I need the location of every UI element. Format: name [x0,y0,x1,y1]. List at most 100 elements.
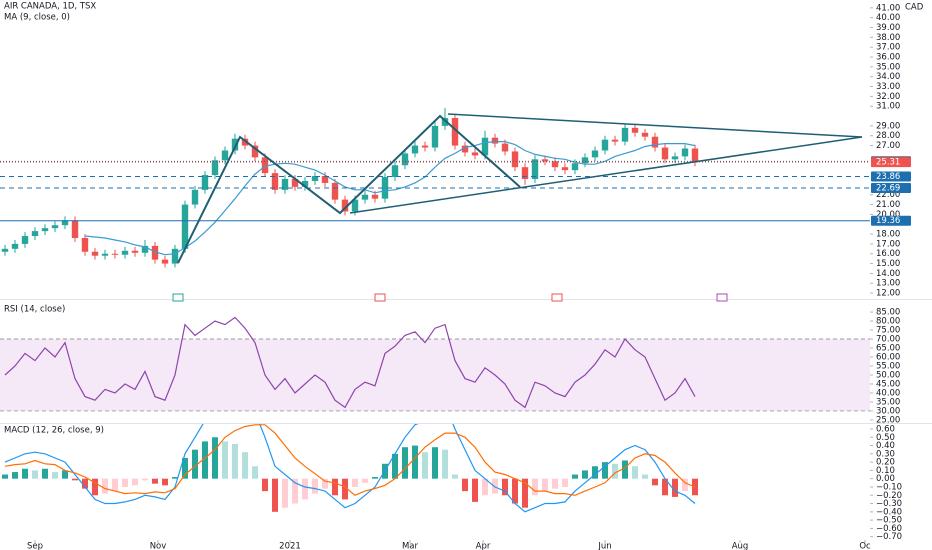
candle-body [21,236,29,244]
candle-body [271,173,279,190]
candle-body [161,259,169,264]
candle-body [431,125,439,148]
macd-histogram-bar [122,478,128,487]
macd-histogram-bar [102,478,108,494]
macd-histogram-bar [632,466,638,479]
candle-body [151,245,159,260]
triangle-lower [349,136,863,214]
macd-histogram-bar [452,474,458,479]
macd-histogram-bar [192,449,198,479]
y-tick-label: 39.00 [876,23,900,33]
event-marker[interactable] [172,293,184,302]
candle-body [581,157,589,164]
y-tick-label: 0.40 [876,441,895,451]
y-tick-label: 40.00 [876,388,900,398]
y-tick-label: −0.70 [876,532,902,542]
y-tick-label: 30.00 [876,406,900,416]
y-tick-label: 16.00 [876,249,900,259]
candle-body [191,189,199,205]
y-tick-label: −0.30 [876,499,902,509]
indicator-legend: MA (9, close, 0) [4,13,70,23]
macd-histogram-bar [272,478,278,512]
y-tick-label: 75.00 [876,326,900,336]
pane [2,424,698,513]
macd-histogram-bar [182,457,188,479]
candle-body [461,145,469,153]
x-tick-label: 2021 [279,542,301,550]
macd-histogram-bar [332,478,338,496]
event-marker[interactable] [374,293,386,302]
y-tick-label: 17.00 [876,239,900,249]
pane [0,316,870,412]
candle-body [381,177,389,199]
candle-body [631,127,639,133]
candle-body [591,150,599,158]
macd-histogram-bar [392,453,398,479]
candle-body [411,145,419,154]
y-tick-label: 0.60 [876,424,895,434]
currency-label: CAD [905,3,924,13]
macd-histogram-bar [32,470,38,479]
y-tick-label: 25.00 [876,415,900,425]
y-tick-label: 13.00 [876,279,900,289]
candle-body [651,136,659,148]
macd-histogram-bar [232,443,238,479]
candle-body [141,245,149,253]
macd-histogram-bar [322,478,328,489]
price-label-bg [871,157,911,168]
macd-histogram-bar [612,463,618,479]
rsi-band [0,339,870,411]
macd-histogram-bar [602,462,608,479]
y-tick-label: 36.00 [876,53,900,63]
macd-histogram-bar [2,474,8,479]
y-tick-label: 0.50 [876,433,895,443]
y-tick-label: 0.20 [876,458,895,468]
indicator-line [4,424,696,496]
x-tick-label: Aug [732,542,749,550]
macd-histogram-bar [82,478,88,489]
macd-title: MACD (12, 26, close, 9) [4,426,104,436]
candle-body [121,250,129,255]
y-tick-label: 31.00 [876,102,900,112]
macd-histogram-bar [592,466,598,479]
macd-histogram-bar [432,447,438,479]
macd-histogram-bar [642,474,648,479]
macd-histogram-bar [422,452,428,479]
candle-body [291,178,299,187]
price-label-bg [871,182,911,193]
candle-body [351,199,359,212]
y-tick-label: 80.00 [876,317,900,327]
candle-body [331,182,339,200]
macd-histogram-bar [372,477,378,479]
y-tick-label: 34.00 [876,72,900,82]
y-tick-label: −0.60 [876,524,902,534]
y-tick-label: −0.20 [876,491,902,501]
candle-body [601,139,609,151]
x-tick-label: Mar [402,542,419,550]
candle-body [621,127,629,142]
y-tick-label: 12.00 [876,289,900,299]
candle-body [11,243,19,249]
macd-histogram-bar [92,478,98,496]
candle-body [201,175,209,190]
candle-body [441,118,449,126]
y-tick-label: 41.00 [876,3,900,13]
candle-body [221,150,229,161]
macd-histogram-bar [22,468,28,479]
candle-body [491,137,499,144]
y-tick-label: 65.00 [876,344,900,354]
macd-histogram-bar [342,478,348,500]
candle-body [1,248,9,252]
macd-histogram-bar [402,447,408,479]
candle-body [261,157,269,174]
indicator-line [4,424,696,513]
y-tick-label: 21.00 [876,200,900,210]
candle-body [521,167,529,179]
candle-body [301,180,309,187]
candle-body [641,132,649,137]
chart-title: AIR CANADA, 1D, TSX [4,2,96,12]
event-marker[interactable] [716,293,728,302]
y-tick-label: 45.00 [876,379,900,389]
x-tick-label: Sep [27,542,43,550]
event-marker[interactable] [551,293,563,302]
